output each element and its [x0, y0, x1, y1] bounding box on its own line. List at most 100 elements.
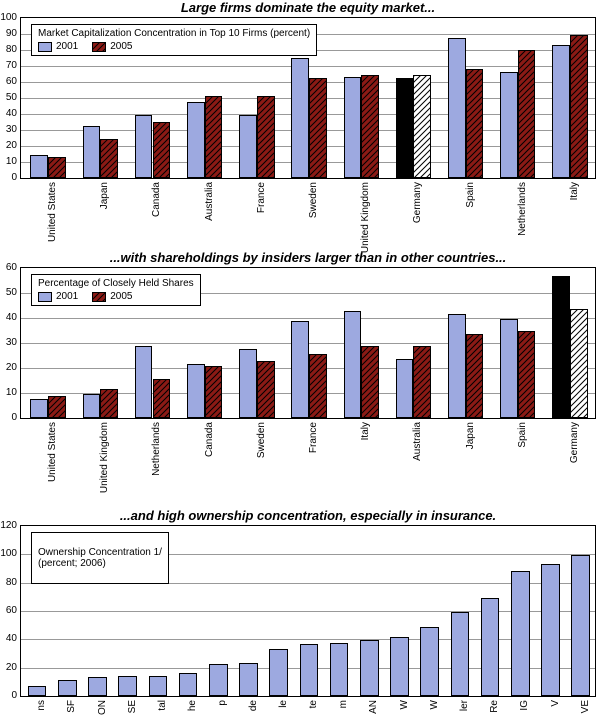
bar [360, 640, 379, 696]
chart2-xlabels: United StatesUnited KingdomNetherlandsCa… [21, 418, 595, 486]
bar-2001 [83, 394, 101, 419]
chart3-title: ...and high ownership concentration, esp… [20, 508, 596, 523]
bar [179, 673, 198, 696]
chart1-xlabels: United StatesJapanCanadaAustraliaFranceS… [21, 178, 595, 246]
y-tick: 40 [6, 313, 17, 323]
chart1-yaxis: 0102030405060708090100 [0, 18, 19, 178]
bar-2005 [48, 396, 66, 418]
bar-2005 [570, 309, 588, 419]
legend-label: 2005 [110, 291, 132, 302]
bar-2005 [413, 75, 431, 178]
y-tick: 100 [0, 13, 17, 23]
bar-2005 [413, 346, 431, 418]
y-tick: 20 [6, 663, 17, 673]
y-tick: 0 [11, 413, 17, 423]
bar-2001 [500, 72, 518, 178]
y-tick: 60 [6, 606, 17, 616]
y-tick: 0 [11, 173, 17, 183]
bar-2001 [448, 38, 466, 178]
y-tick: 40 [6, 634, 17, 644]
bar-2001 [135, 115, 153, 178]
bar-2005 [205, 96, 223, 178]
y-tick: 10 [6, 157, 17, 167]
bar-2001 [448, 314, 466, 419]
bar-2001 [83, 126, 101, 178]
legend-label: 2005 [110, 41, 132, 52]
chart3-plot: 020406080100120 nsSFONSEtalhepdeletemANW… [20, 525, 596, 697]
bar-2001 [187, 364, 205, 419]
bar [481, 598, 500, 696]
bar-2001 [552, 45, 570, 178]
bar-2001 [291, 321, 309, 418]
bar-2001 [239, 349, 257, 419]
bar-2005 [361, 346, 379, 418]
legend-swatch [38, 292, 52, 302]
bar-2005 [153, 122, 171, 178]
chart3-yaxis: 020406080100120 [0, 526, 19, 696]
bar [330, 643, 349, 696]
bar-2001 [291, 58, 309, 178]
bar-2005 [205, 366, 223, 418]
bar-2005 [518, 331, 536, 418]
chart1-legend-items: 20012005 [38, 41, 310, 52]
y-tick: 60 [6, 263, 17, 273]
bar [58, 680, 77, 696]
y-tick: 0 [11, 691, 17, 701]
y-tick: 70 [6, 61, 17, 71]
chart2-title: ...with shareholdings by insiders larger… [20, 250, 596, 265]
chart-market-cap: Large firms dominate the equity market..… [20, 0, 596, 179]
bar-2001 [396, 359, 414, 419]
bar-2001 [396, 78, 414, 178]
legend-swatch [92, 42, 106, 52]
bar-2005 [466, 69, 484, 178]
y-tick: 20 [6, 141, 17, 151]
bar-2001 [552, 276, 570, 418]
x-label: VE [580, 700, 606, 713]
bar [511, 571, 530, 696]
bar [239, 663, 258, 696]
x-label: Italy [569, 182, 606, 200]
y-tick: 60 [6, 77, 17, 87]
y-tick: 100 [0, 549, 17, 559]
bar [451, 612, 470, 696]
bar [300, 644, 319, 696]
bar [118, 676, 137, 696]
legend-swatch [92, 292, 106, 302]
bar-2005 [257, 361, 275, 418]
y-tick: 50 [6, 288, 17, 298]
bar-2001 [135, 346, 153, 418]
y-tick: 40 [6, 109, 17, 119]
chart1-plot: 0102030405060708090100 United StatesJapa… [20, 17, 596, 179]
bar-2001 [30, 155, 48, 178]
chart1-title: Large firms dominate the equity market..… [20, 0, 596, 15]
chart1-legend-title: Market Capitalization Concentration in T… [38, 28, 310, 39]
chart3-legend-title: Ownership Concentration 1/ (percent; 200… [38, 547, 162, 569]
y-tick: 90 [6, 29, 17, 39]
bar [209, 664, 228, 696]
chart2-legend: Percentage of Closely Held Shares 200120… [31, 274, 201, 306]
y-tick: 10 [6, 388, 17, 398]
bar-2005 [518, 50, 536, 178]
bar [269, 649, 288, 696]
bar-2001 [344, 311, 362, 418]
bar-2005 [100, 389, 118, 419]
y-tick: 30 [6, 125, 17, 135]
chart3-xlabels: nsSFONSEtalhepdeletemANWWlerReIGVVE [21, 696, 595, 716]
bar-2005 [309, 78, 327, 178]
bar [28, 686, 47, 697]
bar [88, 677, 107, 696]
chart2-legend-items: 2001 2005 [38, 291, 194, 302]
x-label: Germany [569, 422, 606, 463]
chart1-legend: Market Capitalization Concentration in T… [31, 24, 317, 56]
legend-label: 2001 [56, 291, 78, 302]
y-tick: 120 [0, 521, 17, 531]
y-tick: 20 [6, 363, 17, 373]
bar [571, 555, 590, 696]
bar [420, 627, 439, 696]
bar [149, 676, 168, 696]
bar [541, 564, 560, 696]
y-tick: 80 [6, 578, 17, 588]
chart2-legend-title: Percentage of Closely Held Shares [38, 278, 194, 289]
bar-2001 [239, 115, 257, 178]
bar-2005 [48, 157, 66, 178]
